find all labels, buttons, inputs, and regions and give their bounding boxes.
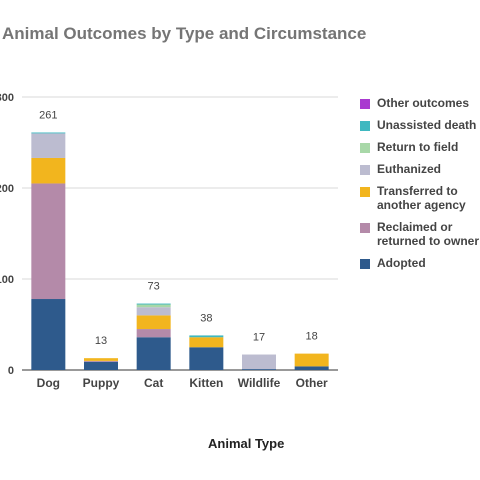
bar-segment xyxy=(84,360,118,362)
x-axis-label: Animal Type xyxy=(208,436,285,451)
bar-segment xyxy=(136,303,171,305)
bar-segment xyxy=(136,307,171,316)
legend-item: Return to field xyxy=(360,140,480,154)
legend-swatch xyxy=(360,187,370,197)
x-tick-label: Other xyxy=(296,376,328,390)
legend-label: Adopted xyxy=(377,256,426,270)
total-label: 13 xyxy=(95,335,107,347)
legend: Other outcomes Unassisted death Return to … xyxy=(360,96,480,278)
legend-label: Return to field xyxy=(377,140,459,154)
y-tick-label: 200 xyxy=(0,183,14,195)
y-tick-label: 300 xyxy=(0,92,14,104)
legend-label: Reclaimed or returned to owner xyxy=(377,220,480,248)
total-label: 38 xyxy=(200,312,212,324)
total-label: 261 xyxy=(39,109,57,121)
bar-segment xyxy=(242,354,276,370)
bar-segment xyxy=(294,353,329,367)
chart-title: Animal Outcomes by Type and Circumstance xyxy=(2,24,367,43)
bar-segment xyxy=(31,183,66,300)
total-label: 17 xyxy=(253,332,265,344)
x-tick-label: Wildlife xyxy=(238,376,281,390)
bar-segment xyxy=(31,132,66,134)
bar-segment xyxy=(31,299,66,370)
legend-swatch xyxy=(360,165,370,175)
bar-segment xyxy=(189,335,224,338)
bar-segment xyxy=(136,329,171,338)
legend-item: Unassisted death xyxy=(360,118,480,132)
legend-item: Reclaimed or returned to owner xyxy=(360,220,480,248)
x-tick-label: Kitten xyxy=(189,376,223,390)
bar-segment xyxy=(189,337,224,348)
bar-segment xyxy=(242,369,276,370)
total-label: 18 xyxy=(306,331,318,343)
y-tick-label: 0 xyxy=(8,365,14,377)
x-tick-label: Puppy xyxy=(83,376,120,390)
legend-swatch xyxy=(360,143,370,153)
bar-segment xyxy=(31,133,66,158)
legend-swatch xyxy=(360,99,370,109)
legend-swatch xyxy=(360,121,370,131)
legend-item: Euthanized xyxy=(360,162,480,176)
legend-swatch xyxy=(360,223,370,233)
bar-segment xyxy=(294,366,329,370)
legend-label: Other outcomes xyxy=(377,96,470,110)
legend-swatch xyxy=(360,259,370,269)
bar-segment xyxy=(84,361,118,370)
legend-item: Other outcomes xyxy=(360,96,480,110)
legend-label: Euthanized xyxy=(377,162,442,176)
bar-segment xyxy=(189,347,224,370)
x-tick-label: Cat xyxy=(144,376,163,390)
y-tick-label: 100 xyxy=(0,274,14,286)
bar-segment xyxy=(136,304,171,308)
bar-segment xyxy=(31,157,66,184)
legend-item: Adopted xyxy=(360,256,480,270)
legend-label: Unassisted death xyxy=(377,118,477,132)
bar-segment xyxy=(84,358,118,361)
x-tick-label: Dog xyxy=(37,376,60,390)
bar-segment xyxy=(136,315,171,330)
legend-item: Transferred to another agency xyxy=(360,184,480,212)
bar-segment xyxy=(136,337,171,370)
legend-label: Transferred to another agency xyxy=(377,184,466,212)
total-label: 73 xyxy=(148,281,160,293)
